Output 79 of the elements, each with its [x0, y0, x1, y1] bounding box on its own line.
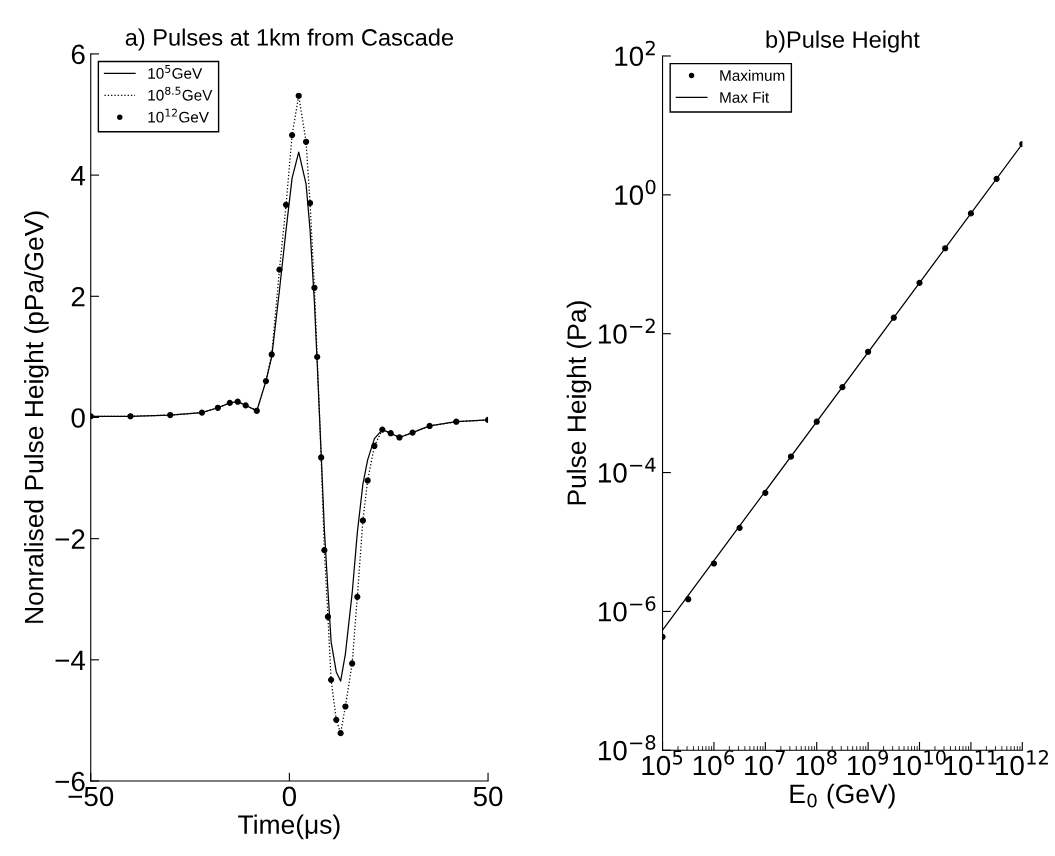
point [342, 703, 349, 710]
point [359, 517, 366, 524]
point [787, 453, 795, 460]
point [337, 730, 344, 737]
y-axis-title: Nonralised Pulse Height (pPa/GeV) [24, 211, 49, 623]
point [865, 348, 872, 355]
point [813, 418, 820, 425]
point [916, 279, 923, 286]
x-tick-label: 10$^{8}$ [796, 750, 837, 776]
point [226, 399, 233, 407]
point [302, 138, 310, 145]
point [453, 418, 460, 425]
x-tick-label: 0 [282, 786, 297, 807]
point [710, 560, 718, 567]
x-tick-label: 10$^{12}$ [996, 750, 1048, 776]
point [198, 409, 206, 416]
x-tick-label: 10$^{6}$ [693, 750, 735, 776]
legend-label: 10$^{5}$GeV [148, 65, 203, 79]
point [262, 378, 270, 385]
point [371, 442, 378, 450]
point [295, 92, 302, 99]
point [333, 716, 340, 723]
point [484, 416, 489, 423]
x-axis-title: E$_{0}$ (GeV) [790, 783, 895, 809]
x-axis-title: Time(μs) [238, 814, 340, 840]
point [311, 284, 318, 291]
chart-title: b)Pulse Height [766, 30, 920, 53]
point [127, 413, 134, 420]
legend-label: Max Fit [720, 91, 770, 103]
point [268, 351, 275, 358]
point [839, 384, 846, 391]
point [324, 613, 332, 620]
point [942, 245, 949, 252]
point [306, 199, 314, 207]
point [354, 593, 361, 600]
x-tick-label: 10$^{9}$ [848, 750, 889, 776]
y-tick-label: 10$^{−2}$ [598, 318, 655, 344]
legend-label: Maximum [720, 69, 785, 81]
y-tick-label: 4 [71, 166, 86, 186]
point [349, 660, 356, 667]
y-tick-label: 10$^{−6}$ [598, 596, 656, 622]
point [242, 402, 249, 409]
x-tick-label: 10$^{7}$ [745, 750, 785, 776]
y-tick-label: 2 [71, 286, 85, 307]
point [328, 676, 335, 683]
y-tick-label: 0 [71, 408, 85, 428]
point [282, 201, 290, 208]
point [321, 547, 328, 554]
point [214, 404, 221, 411]
point [890, 314, 897, 321]
point [387, 430, 394, 437]
point [276, 266, 283, 273]
point [762, 489, 769, 496]
point [234, 398, 241, 405]
legend-label: 10$^{8.5}$GeV [148, 86, 213, 101]
y-tick-label: 10$^{−4}$ [598, 457, 656, 483]
point [167, 411, 174, 419]
point [426, 422, 433, 430]
y-axis-title: Pulse Height (Pa) [566, 301, 592, 505]
point [967, 210, 975, 217]
chart-title: a) Pulses at 1km from Cascade [125, 28, 454, 51]
y-tick-label: 6 [71, 44, 85, 65]
point [409, 429, 416, 436]
point [253, 407, 260, 414]
point [993, 175, 1000, 182]
legend-label: 10$^{12}$GeV [148, 108, 209, 123]
point [318, 454, 325, 461]
point [288, 132, 296, 139]
point [379, 426, 386, 433]
point [736, 524, 743, 531]
point [314, 353, 321, 360]
point [364, 477, 371, 484]
y-tick-label: 10$^{0}$ [615, 179, 656, 205]
point [396, 434, 403, 441]
point [685, 596, 692, 603]
y-tick-label: −4 [55, 650, 86, 670]
y-tick-label: −2 [55, 529, 85, 549]
x-tick-label: 50 [473, 786, 503, 807]
y-tick-label: 10$^{2}$ [615, 40, 655, 67]
